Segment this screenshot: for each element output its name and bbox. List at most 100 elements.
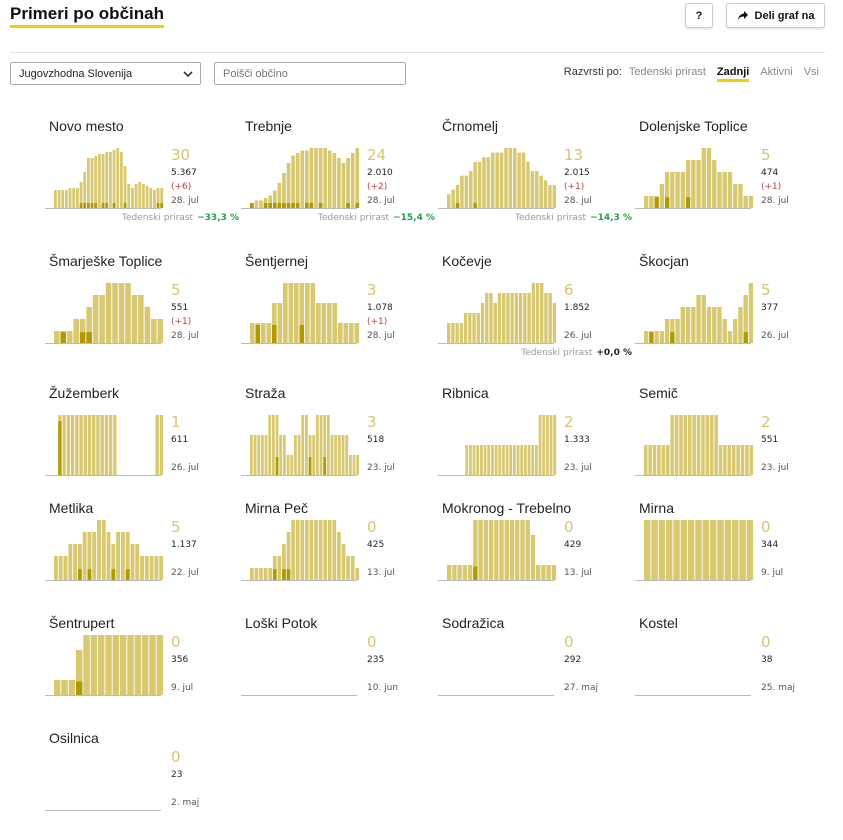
- active-bar: [68, 544, 73, 580]
- sparkline-chart: [438, 283, 557, 344]
- municipality-name: Osilnica: [49, 730, 99, 746]
- new-case-bar: [291, 203, 295, 208]
- active-bar: [109, 152, 112, 208]
- sort-option-weekly-growth[interactable]: Tedenski prirast: [628, 66, 706, 78]
- last-case-date: 2. maj: [171, 798, 200, 808]
- active-bar: [297, 435, 301, 475]
- weekly-growth-label: Tedenski prirast: [521, 348, 593, 358]
- active-bar: [644, 196, 649, 208]
- active-bar: [542, 415, 546, 475]
- new-case-bar: [743, 332, 748, 343]
- new-case-bar: [272, 569, 277, 580]
- active-bar: [745, 445, 749, 475]
- active-bar: [740, 445, 745, 475]
- active-bar: [268, 415, 272, 475]
- sort-option-active[interactable]: Aktivni: [760, 66, 793, 78]
- active-bar: [482, 157, 486, 208]
- new-case-bar: [250, 203, 254, 208]
- active-bar: [75, 415, 79, 475]
- active-bar: [113, 415, 117, 475]
- active-bar: [465, 445, 469, 475]
- active-count: 2: [564, 413, 574, 431]
- active-bar: [130, 544, 135, 580]
- active-bar: [330, 435, 334, 475]
- active-bar: [101, 520, 106, 580]
- chevron-down-icon: [183, 71, 193, 78]
- active-bar: [127, 184, 131, 208]
- active-bar: [277, 556, 282, 580]
- active-bar: [90, 158, 94, 208]
- active-bar: [356, 455, 360, 475]
- municipality-card: Semič 2 551 23. jul: [635, 385, 829, 495]
- total-cases: 474: [761, 168, 779, 178]
- active-bar: [337, 158, 341, 208]
- active-bar: [493, 303, 497, 343]
- sort-option-all[interactable]: Vsi: [803, 66, 819, 78]
- active-bar: [657, 445, 661, 475]
- active-count: 0: [761, 518, 771, 536]
- region-select[interactable]: Jugovzhodna Slovenija: [10, 62, 201, 85]
- municipality-name: Mokronog - Trebelno: [442, 500, 572, 516]
- active-bar: [472, 445, 476, 475]
- active-bar: [341, 163, 346, 208]
- active-bar: [254, 568, 259, 580]
- new-case-bar: [268, 203, 273, 208]
- new-case-bar: [346, 203, 350, 208]
- municipality-card: Trebnje 24 2.010 (+2) 28. jul Tedenski priras…: [241, 118, 435, 228]
- active-bar: [491, 445, 494, 475]
- active-bar: [105, 283, 112, 343]
- active-bar: [112, 150, 116, 208]
- active-bar: [644, 445, 648, 475]
- active-bar: [291, 520, 295, 580]
- active-bar: [738, 307, 743, 343]
- active-bar: [350, 556, 355, 580]
- active-bar: [685, 160, 691, 208]
- sparkline-chart: [241, 520, 360, 581]
- active-bar: [272, 415, 275, 475]
- weekly-growth: Tedenski prirast −15,4 %: [318, 213, 435, 223]
- active-bar: [312, 435, 316, 475]
- active-bar: [679, 415, 683, 475]
- active-bar: [149, 635, 156, 695]
- active-bar: [506, 293, 510, 343]
- active-bar: [352, 455, 356, 475]
- new-case-bar: [156, 203, 160, 208]
- active-bar: [701, 295, 706, 343]
- municipality-name: Šentjernej: [245, 253, 309, 269]
- help-button[interactable]: ?: [685, 3, 713, 28]
- sparkline-chart: [241, 695, 357, 696]
- active-bar: [97, 520, 101, 580]
- new-case-bar: [305, 203, 309, 208]
- active-bar: [483, 445, 487, 475]
- active-bar: [277, 303, 283, 343]
- sparkline-chart: [45, 415, 164, 476]
- active-bar: [680, 520, 688, 580]
- active-bar: [702, 520, 710, 580]
- active-bar: [105, 635, 112, 695]
- total-cases: 1.333: [564, 435, 590, 445]
- weekly-growth: Tedenski prirast +0,0 %: [521, 348, 632, 358]
- active-count: 13: [564, 146, 584, 164]
- active-bar: [264, 435, 268, 475]
- active-bar: [543, 180, 548, 208]
- municipality-card: Dolenjske Toplice 5 474 (+1) 28. jul: [635, 118, 829, 228]
- sort-option-latest[interactable]: Zadnji: [716, 66, 750, 82]
- active-bar: [299, 283, 305, 343]
- share-button[interactable]: Deli graf na: [726, 3, 825, 28]
- municipality-name: Sodražica: [442, 615, 505, 631]
- active-bar: [309, 520, 314, 580]
- active-bar: [61, 190, 65, 208]
- total-cases: 1.852: [564, 303, 590, 313]
- municipality-search-input[interactable]: [214, 62, 406, 85]
- new-case-bar: [282, 203, 286, 208]
- active-bar: [518, 293, 523, 343]
- active-count: 0: [171, 748, 181, 766]
- active-bar: [116, 532, 121, 580]
- active-bar: [648, 445, 652, 475]
- active-bar: [127, 635, 134, 695]
- active-bar: [520, 445, 524, 475]
- municipality-card: Straža 3 518 23. jul: [241, 385, 435, 495]
- active-bar: [54, 556, 58, 580]
- active-bar: [457, 565, 462, 580]
- new-case-bar: [299, 325, 305, 343]
